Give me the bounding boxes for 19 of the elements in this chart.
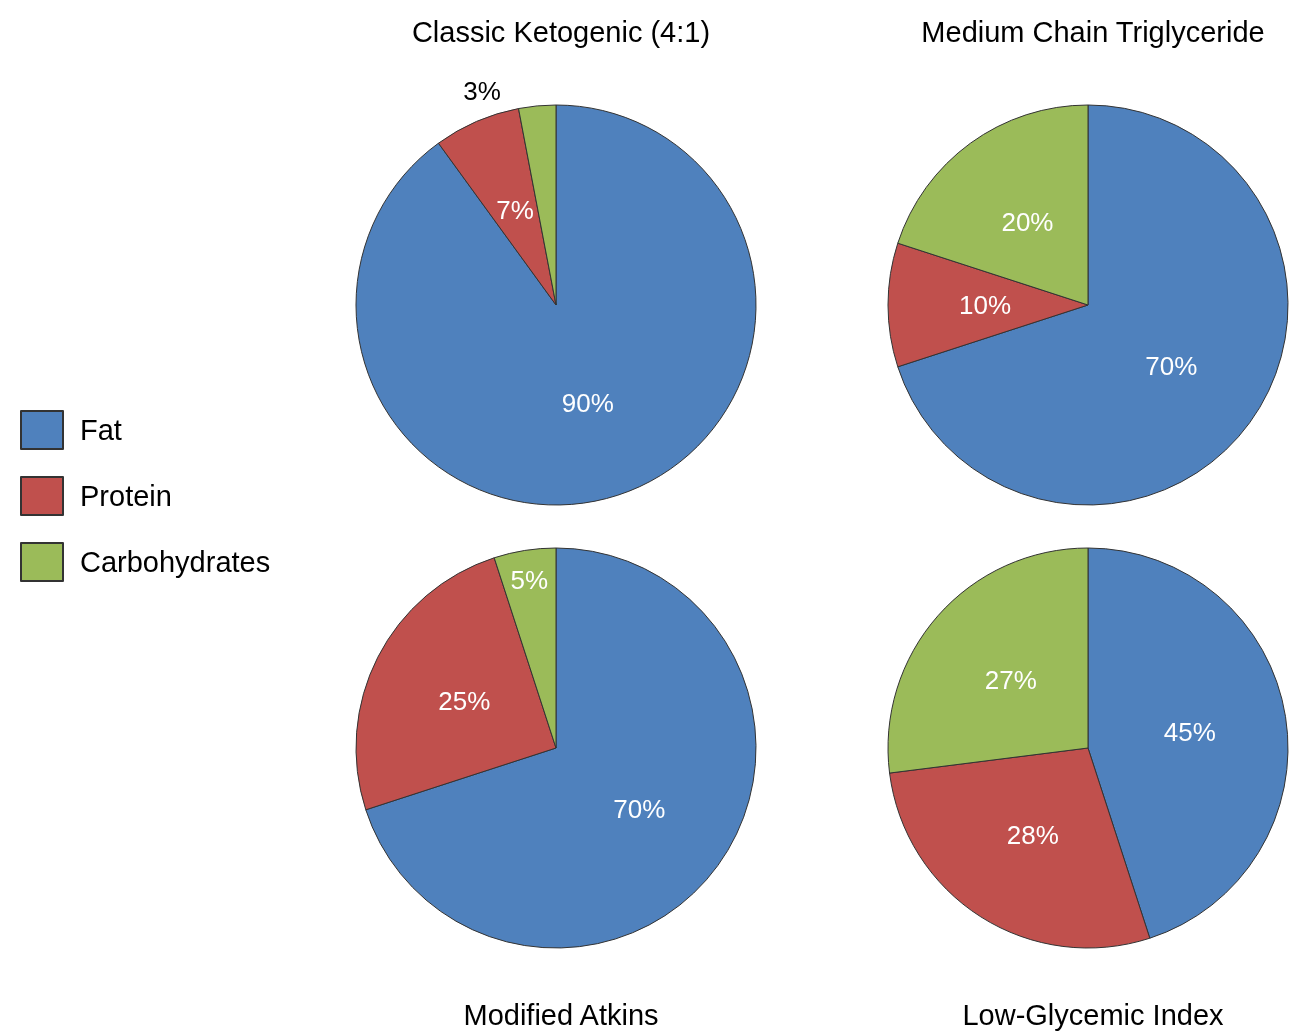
data-label: 70%	[613, 793, 666, 824]
text: Modified Atkins	[463, 998, 659, 1031]
legend-label: Protein	[80, 480, 172, 512]
data-label: 28%	[1006, 819, 1059, 850]
data-label: 3%	[463, 75, 501, 106]
text: Low-Glycemic Index	[962, 998, 1225, 1031]
data-label: 20%	[1001, 206, 1054, 237]
legend-label: Carbohydrates	[80, 546, 271, 578]
data-label: 10%	[958, 290, 1012, 320]
data-label: 70%	[1145, 350, 1198, 381]
chart-title: Classic Ketogenic (4:1)	[411, 15, 711, 48]
data-label: 5%	[510, 565, 549, 596]
chart-title: Medium Chain Triglyceride	[921, 15, 1265, 48]
data-label: 27%	[984, 664, 1037, 695]
legend-label: Fat	[80, 414, 122, 446]
data-label: 90%	[561, 387, 614, 418]
data-label: 45%	[1163, 716, 1216, 747]
data-label: 7%	[496, 195, 534, 226]
data-label: 25%	[438, 686, 491, 717]
